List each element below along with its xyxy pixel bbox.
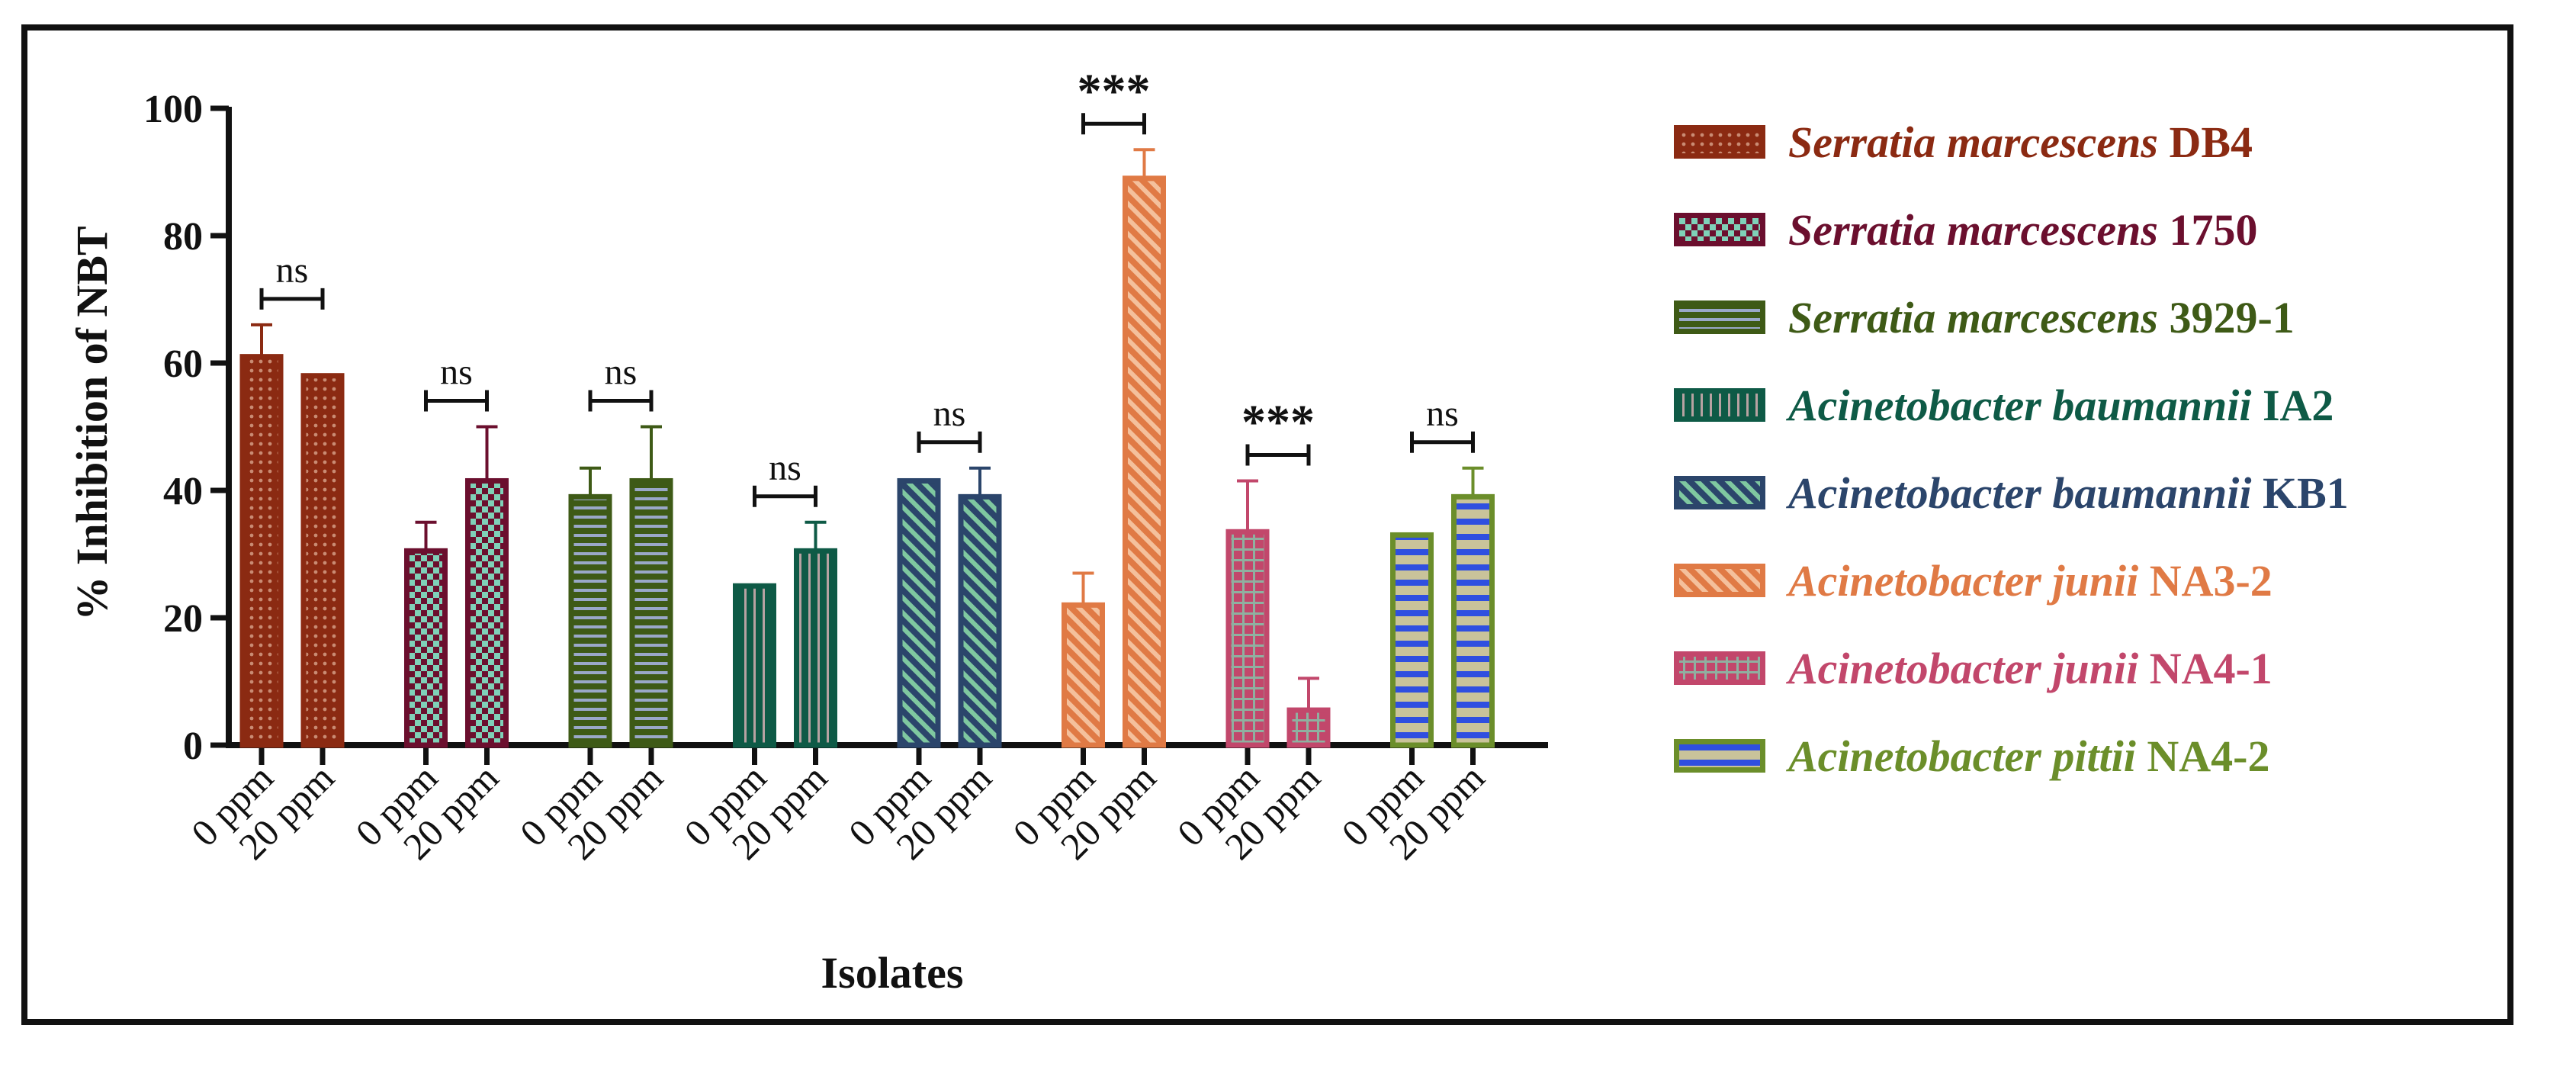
y-tick-label: 20 [163, 597, 203, 641]
legend-item: Acinetobacter junii NA3-2 [1674, 553, 2513, 641]
significance-label: ns [769, 448, 801, 488]
y-tick-label: 60 [163, 342, 203, 386]
significance-label: *** [1078, 63, 1151, 117]
legend-genus: Acinetobacter junii [1788, 556, 2139, 606]
significance-label: *** [1241, 394, 1315, 448]
bar [465, 477, 509, 748]
significance-label: ns [276, 250, 309, 291]
bar [300, 373, 345, 748]
legend-strain: 1750 [2157, 205, 2258, 255]
y-axis-label: % Inhibition of NBT [67, 226, 117, 620]
significance-label: ns [1426, 394, 1459, 434]
bar [897, 477, 941, 748]
legend-genus: Serratia marcescens [1788, 293, 2158, 342]
legend-strain: NA3-2 [2138, 556, 2272, 606]
figure-frame [21, 24, 2513, 1025]
significance-annotations: ns ns ns ns ns *** *** ns [259, 63, 1475, 507]
legend-item: Serratia marcescens DB4 [1674, 114, 2513, 202]
legend-item: Serratia marcescens 1750 [1674, 202, 2513, 290]
bar [568, 493, 612, 748]
significance-bracket [753, 485, 817, 507]
y-tick-label: 100 [143, 88, 203, 131]
legend-strain: NA4-1 [2138, 644, 2272, 693]
bar [629, 477, 673, 748]
legend-label: Acinetobacter baumannii IA2 [1788, 378, 2333, 434]
y-tick-label: 40 [163, 470, 203, 513]
significance-bracket [1081, 113, 1146, 135]
significance-label: ns [605, 352, 638, 393]
legend-genus: Acinetobacter junii [1788, 644, 2139, 693]
bars [239, 148, 1495, 748]
legend-label: Acinetobacter pittii NA4-2 [1788, 728, 2270, 785]
legend-swatch [1674, 213, 1765, 246]
bar [404, 548, 448, 748]
legend-label: Serratia marcescens DB4 [1788, 114, 2253, 171]
legend-item: Acinetobacter junii NA4-1 [1674, 641, 2513, 728]
y-tick-label: 80 [163, 215, 203, 259]
legend-genus: Serratia marcescens [1788, 205, 2158, 255]
legend-strain: IA2 [2251, 381, 2334, 430]
legend-strain: NA4-2 [2135, 731, 2270, 781]
significance-bracket [588, 390, 654, 412]
legend-genus: Acinetobacter baumannii [1788, 381, 2252, 430]
legend-swatch [1674, 388, 1765, 422]
legend-label: Serratia marcescens 1750 [1788, 202, 2257, 259]
significance-bracket [917, 431, 982, 453]
bar [958, 493, 1002, 748]
legend-label: Serratia marcescens 3929-1 [1788, 290, 2295, 346]
legend-swatch [1674, 564, 1765, 597]
legend-item: Acinetobacter pittii NA4-2 [1674, 728, 2513, 816]
y-tick-label: 0 [183, 725, 203, 768]
legend-swatch [1674, 125, 1765, 159]
significance-label: ns [933, 394, 966, 434]
legend-swatch [1674, 651, 1765, 685]
legend-label: Acinetobacter baumannii KB1 [1788, 465, 2349, 522]
bar [1225, 529, 1270, 748]
bar [1286, 707, 1331, 748]
bar [794, 548, 837, 748]
legend-item: Acinetobacter baumannii IA2 [1674, 378, 2513, 465]
significance-label: ns [440, 352, 473, 393]
legend-strain: DB4 [2157, 117, 2253, 167]
x-axis-label: Isolates [821, 948, 964, 998]
legend-label: Acinetobacter junii NA3-2 [1788, 553, 2272, 609]
bar [1123, 175, 1166, 748]
bar [733, 583, 776, 748]
legend-swatch [1674, 300, 1765, 334]
legend-swatch [1674, 476, 1765, 509]
significance-bracket [1245, 444, 1311, 466]
legend-swatch [1674, 739, 1765, 773]
legend: Serratia marcescens DB4 Serratia marcesce… [1674, 114, 2513, 816]
legend-genus: Serratia marcescens [1788, 117, 2158, 167]
legend-label: Acinetobacter junii NA4-1 [1788, 641, 2272, 697]
bar [239, 354, 284, 748]
legend-item: Serratia marcescens 3929-1 [1674, 290, 2513, 378]
legend-strain: KB1 [2251, 468, 2349, 518]
significance-bracket [424, 390, 489, 412]
legend-item: Acinetobacter baumannii KB1 [1674, 465, 2513, 553]
significance-bracket [259, 288, 325, 310]
bar [1451, 493, 1495, 748]
legend-strain: 3929-1 [2157, 293, 2295, 342]
bar [1062, 602, 1105, 748]
significance-bracket [1410, 431, 1475, 453]
legend-genus: Acinetobacter pittii [1788, 731, 2136, 781]
legend-genus: Acinetobacter baumannii [1788, 468, 2252, 518]
bar [1390, 532, 1434, 748]
